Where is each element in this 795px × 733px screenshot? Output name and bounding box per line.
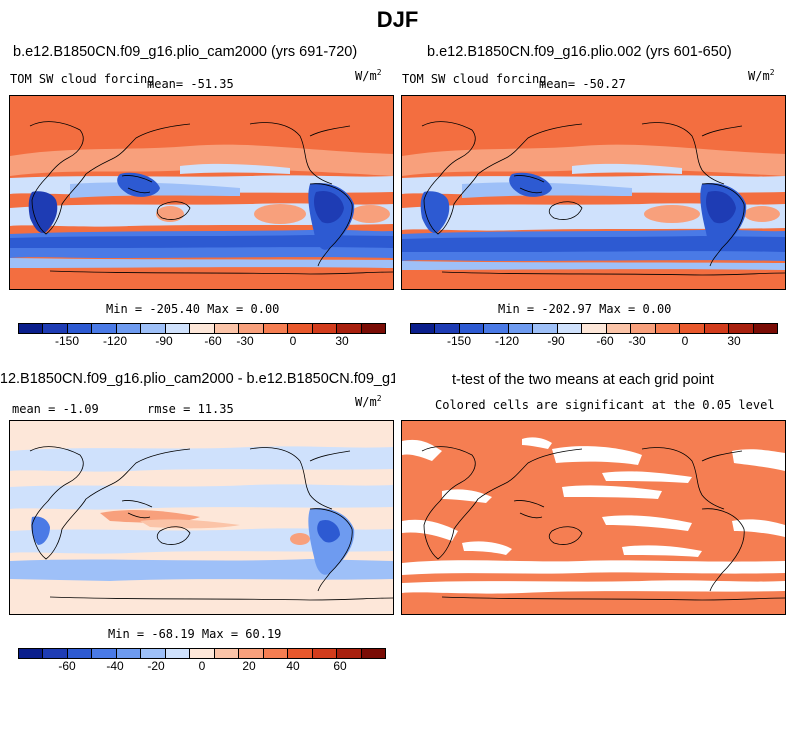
colorbar-tick-label: 0 (681, 334, 689, 348)
colorbar-swatch (704, 324, 730, 333)
colorbar-swatch (606, 324, 632, 333)
variable-label-top-left: TOM SW cloud forcing (10, 72, 155, 86)
figure-title: DJF (376, 7, 419, 32)
colorbar-tick-label: -150 (54, 334, 80, 348)
colorbar-swatch (67, 649, 93, 658)
units-label-bottom-left: W/m2 (355, 394, 382, 409)
colorbar-swatch (116, 649, 142, 658)
colorbar-tick-label: 20 (242, 659, 256, 673)
colorbar-swatch (312, 324, 338, 333)
colorbar-swatch (337, 649, 362, 658)
colorbar-swatch (43, 324, 68, 333)
panel-title-clip-bottom-left: b.e12.B1850CN.f09_g16.plio_cam2000 - b.e… (0, 370, 395, 392)
colorbar-swatch (141, 324, 166, 333)
colorbar-bottom-left (18, 648, 386, 659)
colorbar-swatch (557, 324, 583, 333)
colorbar-tick-label: -150 (446, 334, 472, 348)
colorbar-swatch (19, 324, 44, 333)
colorbar-swatch (361, 649, 386, 658)
colorbar-swatch (655, 324, 681, 333)
colorbar-swatch (435, 324, 460, 333)
colorbar-swatch (288, 324, 313, 333)
panel-title-bottom-left: b.e12.B1850CN.f09_g16.plio_cam2000 - b.e… (0, 371, 395, 387)
colorbar-swatch (263, 649, 289, 658)
map-top-left (9, 95, 394, 290)
colorbar-swatch (214, 324, 240, 333)
colorbar-swatch (631, 324, 656, 333)
colorbar-tick-label: 0 (289, 334, 297, 348)
colorbar-swatch (165, 324, 191, 333)
map-bottom-left (9, 420, 394, 615)
colorbar-swatch (533, 324, 558, 333)
colorbar-tick-label: -120 (102, 334, 128, 348)
colorbar-tick-label: -30 (236, 334, 254, 348)
variable-label-top-right: TOM SW cloud forcing (402, 72, 547, 86)
mean-label-bottom-left: mean = -1.09 (12, 402, 99, 416)
colorbar-swatch (43, 649, 68, 658)
colorbar-swatch (165, 649, 191, 658)
colorbar-swatch (190, 649, 215, 658)
colorbar-swatch (729, 324, 754, 333)
colorbar-tick-label: 60 (333, 659, 347, 673)
colorbar-swatch (361, 324, 386, 333)
colorbar-tick-label: 30 (335, 334, 349, 348)
colorbar-swatch (459, 324, 485, 333)
map-top-right (401, 95, 786, 290)
colorbar-swatch (753, 324, 778, 333)
colorbar-swatch (337, 324, 362, 333)
colorbar-swatch (19, 649, 44, 658)
colorbar-swatch (288, 649, 313, 658)
colorbar-swatch (67, 324, 93, 333)
colorbar-swatch (312, 649, 338, 658)
colorbar-swatch (680, 324, 705, 333)
colorbar-swatch (263, 324, 289, 333)
rmse-label-bottom-left: rmse = 11.35 (147, 402, 234, 416)
colorbar-tick-label: -20 (147, 659, 165, 673)
panel-title-bottom-right: t-test of the two means at each grid poi… (452, 372, 714, 388)
colorbar-top-left (18, 323, 386, 334)
colorbar-swatch (411, 324, 436, 333)
colorbar-tick-label: -90 (547, 334, 565, 348)
colorbar-swatch (141, 649, 166, 658)
colorbar-tick-label: -40 (106, 659, 124, 673)
colorbar-tick-label: 0 (198, 659, 206, 673)
map-bottom-right (401, 420, 786, 615)
colorbar-swatch (582, 324, 607, 333)
panel-subtitle-bottom-right: Colored cells are significant at the 0.0… (435, 398, 775, 412)
minmax-label-top-left: Min = -205.40 Max = 0.00 (106, 302, 280, 316)
colorbar-swatch (508, 324, 534, 333)
minmax-label-top-right: Min = -202.97 Max = 0.00 (498, 302, 672, 316)
colorbar-tick-label: -90 (155, 334, 173, 348)
colorbar-swatch (190, 324, 215, 333)
colorbar-tick-label: -60 (58, 659, 76, 673)
panel-title-top-left: b.e12.B1850CN.f09_g16.plio_cam2000 (yrs … (13, 44, 358, 60)
mean-label-top-right: mean= -50.27 (539, 77, 626, 91)
colorbar-tick-label: -60 (596, 334, 614, 348)
units-label-top-right: W/m2 (748, 68, 775, 83)
colorbar-swatch (92, 324, 117, 333)
colorbar-tick-label: 30 (727, 334, 741, 348)
colorbar-tick-label: -30 (628, 334, 646, 348)
units-label-top-left: W/m2 (355, 68, 382, 83)
minmax-label-bottom-left: Min = -68.19 Max = 60.19 (108, 627, 282, 641)
colorbar-tick-label: 40 (286, 659, 300, 673)
colorbar-swatch (239, 324, 264, 333)
colorbar-swatch (92, 649, 117, 658)
colorbar-tick-label: -60 (204, 334, 222, 348)
panel-title-top-right: b.e12.B1850CN.f09_g16.plio.002 (yrs 601-… (427, 44, 732, 60)
colorbar-swatch (214, 649, 240, 658)
colorbar-swatch (239, 649, 264, 658)
colorbar-tick-label: -120 (494, 334, 520, 348)
colorbar-swatch (116, 324, 142, 333)
mean-label-top-left: mean= -51.35 (147, 77, 234, 91)
colorbar-swatch (484, 324, 509, 333)
colorbar-top-right (410, 323, 778, 334)
